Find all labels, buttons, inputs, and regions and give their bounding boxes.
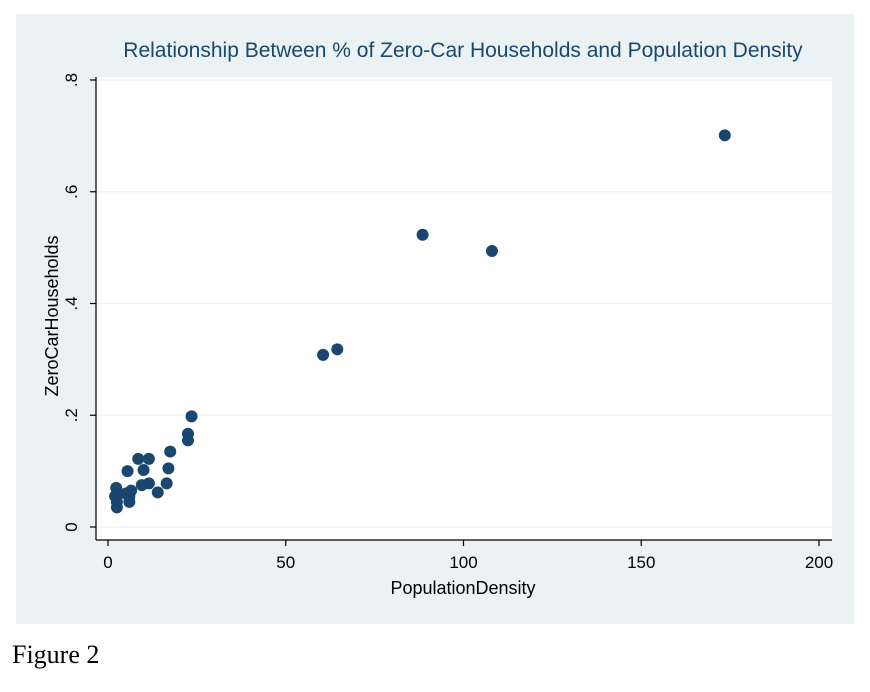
data-point: [718, 129, 731, 142]
data-point: [132, 452, 145, 465]
data-point: [317, 348, 330, 361]
data-point: [416, 228, 429, 241]
data-point: [485, 244, 498, 257]
x-tick-label: 100: [449, 553, 477, 572]
plot-area: [96, 77, 832, 540]
x-tick-label: 150: [627, 553, 655, 572]
x-tick-label: 200: [805, 553, 833, 572]
data-point: [331, 343, 344, 356]
data-point: [125, 484, 138, 497]
figure-caption: Figure 2: [12, 640, 100, 669]
y-tick-label: .8: [62, 73, 81, 87]
x-axis-label: PopulationDensity: [390, 578, 535, 598]
data-point: [151, 486, 164, 499]
y-axis-label: ZeroCarHouseholds: [42, 235, 62, 396]
y-tick-label: .4: [62, 296, 81, 310]
data-point: [137, 464, 150, 477]
data-point: [181, 427, 194, 440]
data-point: [162, 462, 175, 475]
chart-title: Relationship Between % of Zero-Car House…: [123, 39, 803, 62]
y-tick-label: .2: [62, 408, 81, 422]
data-point: [142, 477, 155, 490]
data-point: [142, 452, 155, 465]
data-point: [185, 410, 198, 423]
y-tick-label: .6: [62, 185, 81, 199]
data-point: [121, 465, 134, 478]
figure-panel: Relationship Between % of Zero-Car House…: [16, 14, 854, 624]
x-tick-label: 50: [276, 553, 295, 572]
scatter-chart: Relationship Between % of Zero-Car House…: [42, 39, 833, 598]
data-point: [123, 495, 136, 508]
data-point: [160, 477, 173, 490]
data-point: [164, 445, 177, 458]
y-tick-label: 0: [62, 522, 81, 531]
x-tick-label: 0: [103, 553, 112, 572]
